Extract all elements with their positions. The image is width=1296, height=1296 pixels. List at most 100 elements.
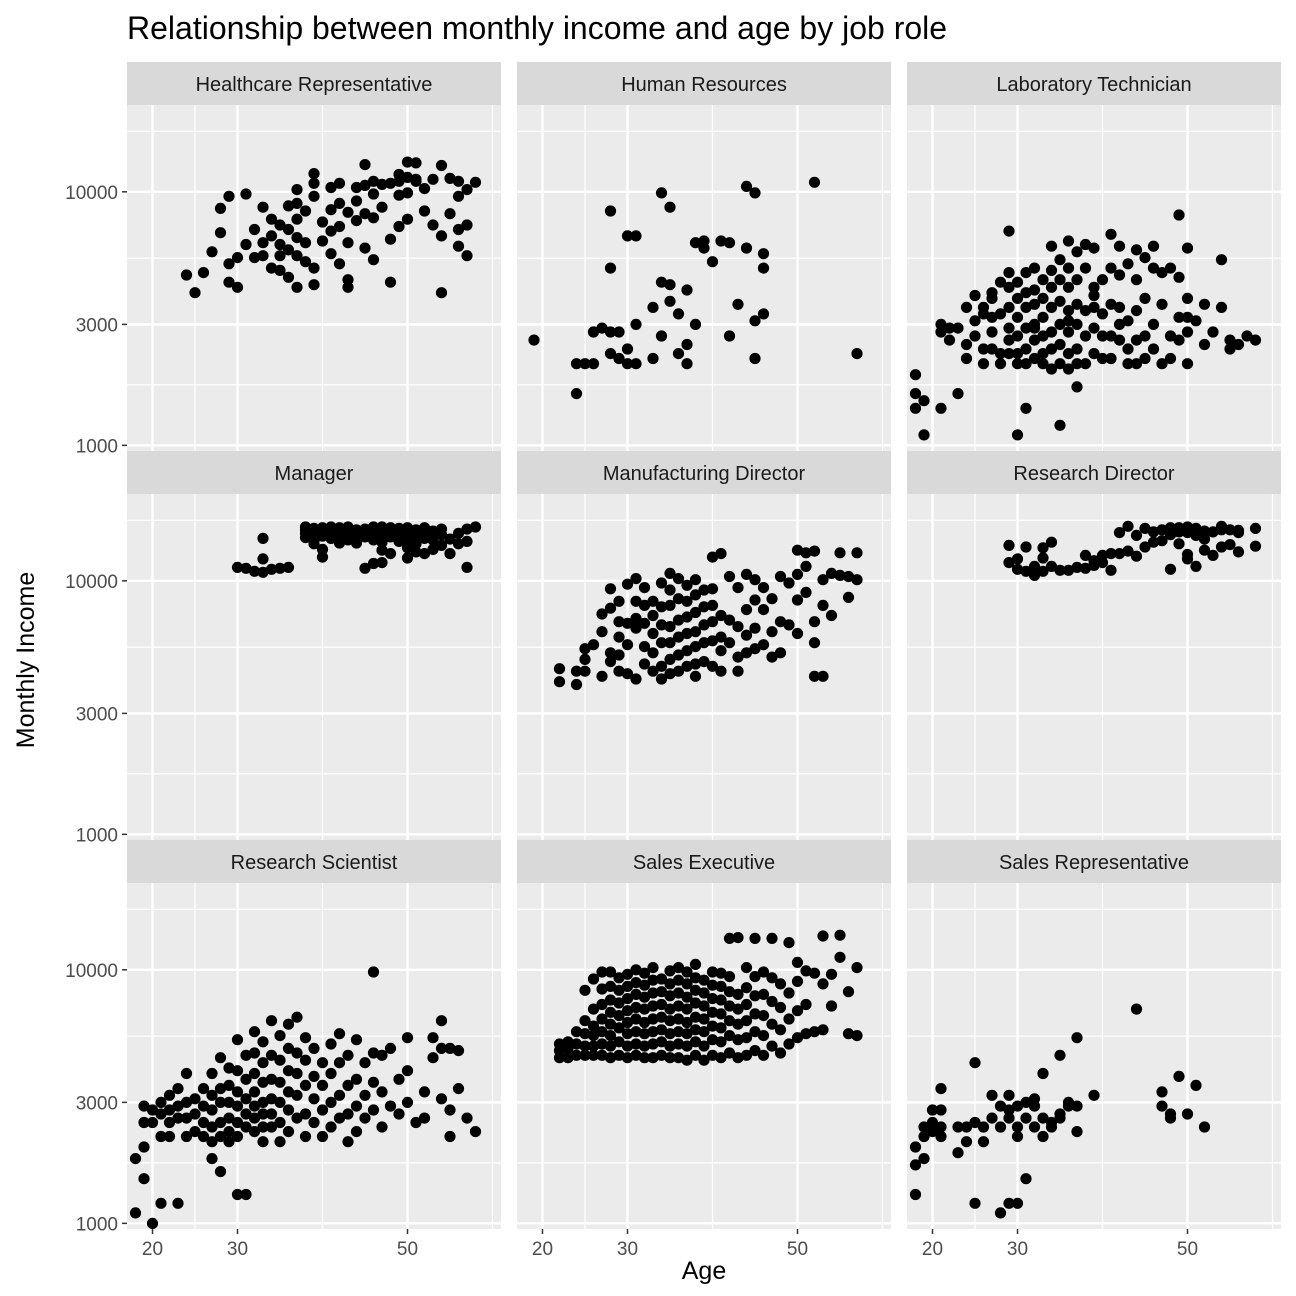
data-point bbox=[638, 1040, 651, 1052]
data-point bbox=[1037, 330, 1049, 342]
data-point bbox=[732, 1034, 744, 1046]
data-point bbox=[1079, 262, 1092, 274]
data-point bbox=[1020, 1112, 1032, 1124]
data-point bbox=[740, 647, 753, 659]
data-point bbox=[791, 1032, 804, 1044]
data-point bbox=[698, 1013, 710, 1025]
data-point bbox=[1011, 330, 1024, 342]
data-point bbox=[698, 601, 710, 613]
data-point bbox=[613, 972, 625, 984]
data-point bbox=[579, 1049, 591, 1061]
data-point bbox=[265, 1121, 278, 1133]
data-point bbox=[359, 179, 371, 191]
data-point bbox=[359, 242, 371, 254]
data-point bbox=[715, 967, 727, 979]
data-point bbox=[570, 665, 583, 677]
data-point bbox=[350, 195, 363, 207]
data-point bbox=[681, 611, 693, 623]
data-point bbox=[655, 998, 668, 1011]
data-point bbox=[638, 967, 651, 979]
data-point bbox=[282, 223, 295, 236]
data-point bbox=[1190, 315, 1202, 327]
data-point bbox=[1164, 1112, 1177, 1124]
data-point bbox=[604, 647, 617, 659]
data-point bbox=[316, 216, 329, 228]
data-point bbox=[1028, 1100, 1041, 1112]
data-point bbox=[757, 582, 770, 594]
data-point bbox=[994, 276, 1007, 288]
data-point bbox=[257, 1121, 269, 1133]
data-point bbox=[1011, 1121, 1024, 1133]
data-point bbox=[664, 567, 676, 580]
data-point bbox=[1011, 1197, 1024, 1209]
data-point bbox=[943, 322, 956, 334]
data-point bbox=[265, 1108, 278, 1120]
data-point bbox=[587, 973, 600, 985]
data-point bbox=[461, 250, 473, 262]
data-point bbox=[757, 308, 770, 320]
data-point bbox=[376, 544, 388, 556]
data-point bbox=[325, 1121, 337, 1133]
data-point bbox=[240, 238, 252, 251]
data-point bbox=[1011, 348, 1024, 360]
data-point bbox=[579, 358, 591, 370]
data-point bbox=[1071, 298, 1083, 310]
data-point bbox=[706, 1020, 719, 1032]
data-point bbox=[1113, 527, 1126, 539]
data-point bbox=[698, 584, 710, 596]
data-point bbox=[604, 1040, 617, 1052]
data-point bbox=[282, 1086, 295, 1098]
data-point bbox=[749, 971, 761, 983]
data-point bbox=[1045, 343, 1058, 355]
data-point bbox=[1156, 267, 1168, 279]
data-point bbox=[308, 177, 320, 189]
data-point bbox=[223, 1062, 235, 1074]
data-point bbox=[376, 1121, 388, 1133]
facet-strip bbox=[517, 62, 891, 105]
data-point bbox=[1028, 334, 1041, 346]
data-point bbox=[842, 591, 855, 604]
data-point bbox=[681, 1016, 693, 1029]
data-point bbox=[587, 1030, 600, 1042]
data-point bbox=[1249, 334, 1262, 346]
data-point bbox=[621, 230, 634, 242]
data-point bbox=[1062, 235, 1075, 247]
data-point bbox=[681, 991, 693, 1003]
data-point bbox=[1011, 1100, 1024, 1112]
data-point bbox=[570, 678, 583, 691]
data-point bbox=[596, 670, 608, 682]
data-point bbox=[800, 586, 812, 599]
data-point bbox=[613, 1049, 625, 1061]
data-point bbox=[706, 1034, 719, 1046]
data-point bbox=[291, 184, 303, 196]
data-point bbox=[248, 565, 261, 577]
data-point bbox=[587, 326, 600, 338]
data-point bbox=[757, 1010, 770, 1022]
data-point bbox=[231, 281, 244, 293]
data-point bbox=[613, 665, 625, 677]
data-point bbox=[291, 1047, 303, 1059]
data-point bbox=[282, 1126, 295, 1138]
data-point bbox=[774, 647, 787, 659]
data-point bbox=[1037, 1130, 1049, 1143]
data-point bbox=[698, 656, 710, 668]
data-point bbox=[834, 951, 846, 963]
data-point bbox=[943, 334, 956, 346]
data-point bbox=[986, 292, 998, 304]
data-point bbox=[715, 1036, 727, 1048]
data-point bbox=[681, 1054, 693, 1066]
data-point bbox=[647, 627, 659, 640]
data-point bbox=[342, 534, 354, 546]
data-point bbox=[435, 1042, 448, 1054]
data-point bbox=[1045, 536, 1058, 548]
data-point bbox=[655, 1036, 668, 1048]
data-point bbox=[851, 547, 863, 559]
data-point bbox=[180, 1112, 193, 1124]
data-point bbox=[214, 1083, 227, 1095]
data-point bbox=[604, 326, 617, 338]
data-point bbox=[1181, 548, 1194, 561]
data-point bbox=[248, 223, 261, 236]
data-point bbox=[715, 1022, 727, 1034]
data-point bbox=[774, 1047, 787, 1059]
data-point bbox=[1139, 330, 1151, 342]
